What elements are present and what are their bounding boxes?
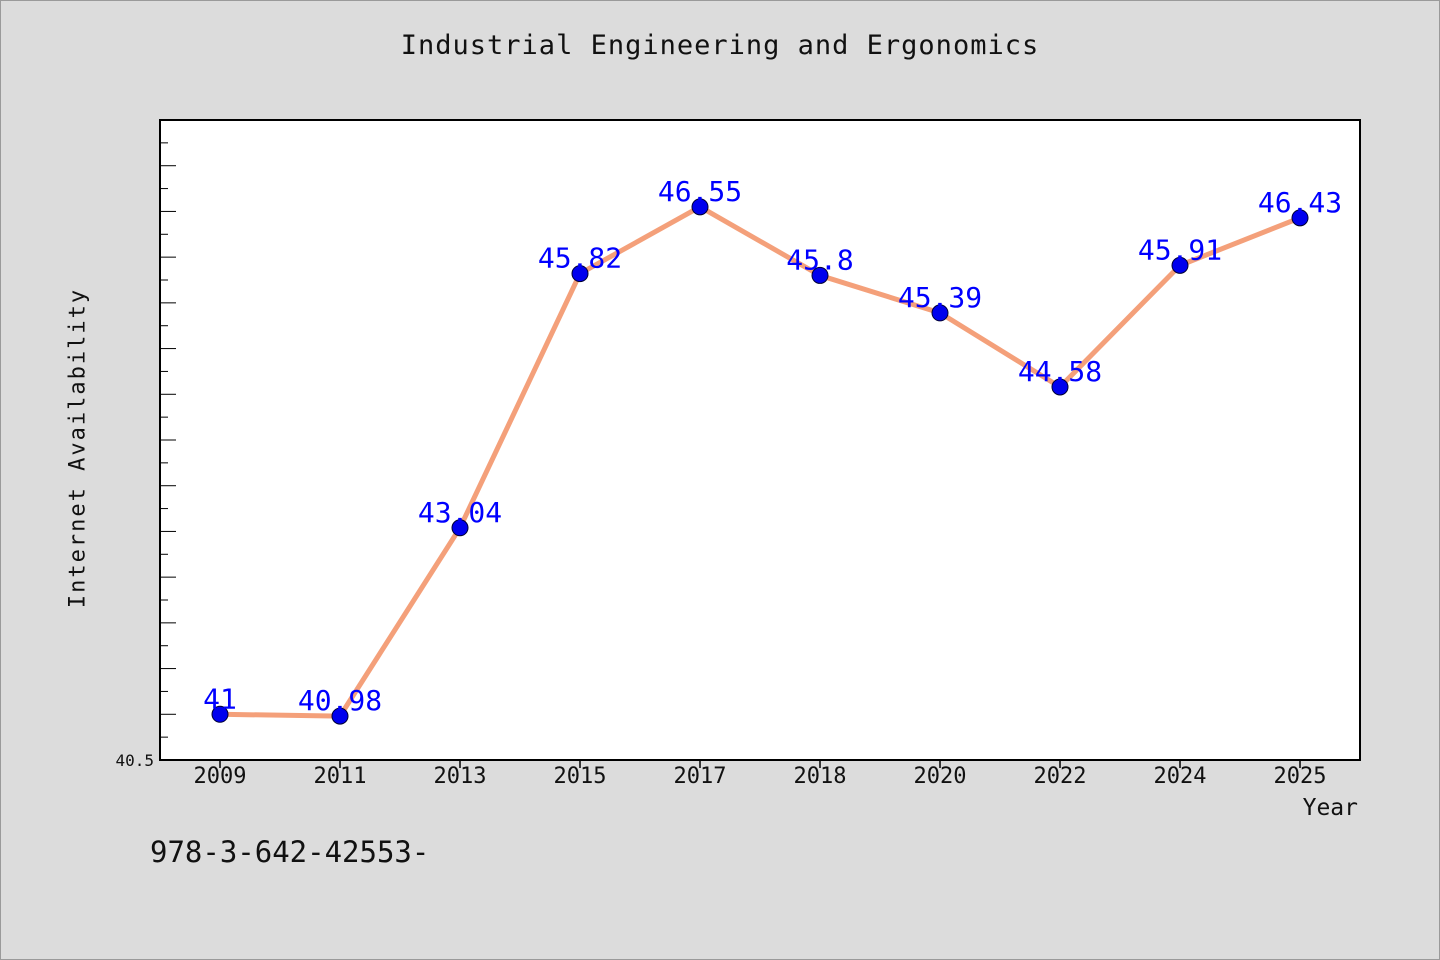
footer-isbn-text: 978-3-642-42553- (150, 835, 430, 869)
plot-background (159, 119, 1361, 761)
data-point (1291, 209, 1309, 227)
y-axis-label: Internet Availability (65, 287, 91, 609)
data-label: 40.98 (298, 684, 382, 717)
data-point (1171, 256, 1189, 274)
data-label: 45.39 (898, 281, 982, 314)
series-line (217, 204, 1303, 719)
chart-title: Industrial Engineering and Ergonomics (400, 30, 1040, 61)
data-label: 46.55 (658, 175, 742, 208)
data-point (811, 266, 829, 284)
x-tick-label: 2009 (194, 764, 247, 789)
data-point (331, 707, 349, 725)
x-tick-label: 2020 (914, 764, 967, 789)
data-point (931, 304, 949, 322)
data-point (1051, 378, 1069, 396)
data-point (211, 705, 229, 723)
x-tick-label: 2025 (1274, 764, 1327, 789)
y-tick-label: 40.5 (115, 751, 154, 770)
data-label: 44.58 (1018, 355, 1102, 388)
x-tick-label: 2022 (1034, 764, 1087, 789)
data-label: 43.04 (418, 496, 502, 529)
x-tick-label: 2013 (434, 764, 487, 789)
data-label: 46.43 (1258, 186, 1342, 219)
data-label: 45.8 (786, 243, 853, 276)
x-tick-label: 2015 (554, 764, 607, 789)
data-labels-layer: 41 40.98 43.04 45.82 46.55 45.8 45.39 44.58 45.9… (203, 175, 1342, 717)
data-point (571, 265, 589, 283)
series-layer (211, 198, 1309, 725)
x-tick-label: 2011 (314, 764, 367, 789)
data-label: 45.82 (538, 242, 622, 275)
x-axis-ticks: 2009 2011 2013 2015 2017 2018 2020 2022 2024 2025 (194, 760, 1327, 789)
x-axis-label: Year (1302, 795, 1358, 821)
data-point (691, 198, 709, 216)
x-tick-label: 2024 (1154, 764, 1207, 789)
data-point (451, 519, 469, 537)
y-axis-ticks: 40.5 (115, 119, 176, 770)
x-tick-label: 2018 (794, 764, 847, 789)
x-tick-label: 2017 (674, 764, 727, 789)
data-label: 45.91 (1138, 233, 1222, 266)
data-label: 41 (203, 682, 237, 715)
